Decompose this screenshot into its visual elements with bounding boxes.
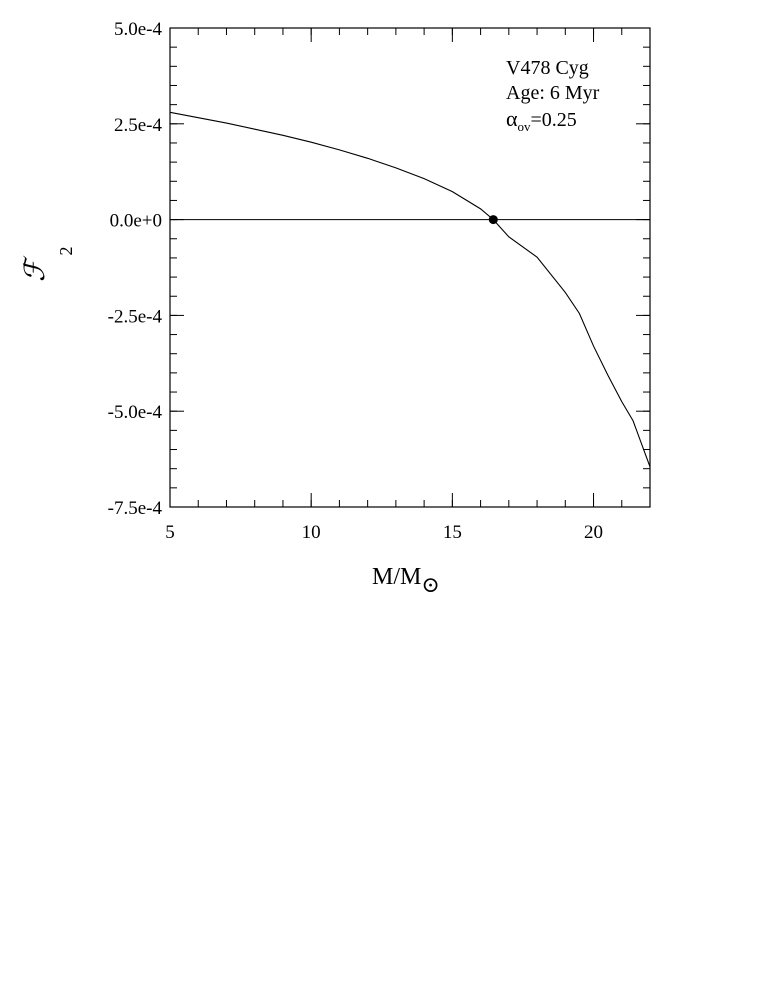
y-tick-label: 2.5e-4 — [114, 115, 163, 136]
x-tick-labels: 5 10 15 20 — [165, 522, 603, 543]
y-tick-label: -5.0e-4 — [108, 402, 163, 423]
annotation-star-name: V478 Cyg — [506, 57, 589, 79]
annotation-overshoot: αov=0.25 — [506, 106, 577, 134]
y-tick-labels: 5.0e-4 2.5e-4 0.0e+0 -2.5e-4 -5.0e-4 -7.5e-4 — [108, 19, 163, 519]
alpha-subscript: ov — [518, 119, 532, 134]
annotation-age: Age: 6 Myr — [506, 82, 600, 104]
x-axis-title: M/M⊙ — [372, 564, 440, 597]
y-tick-label: 5.0e-4 — [114, 19, 163, 40]
x-tick-label: 5 — [165, 522, 175, 543]
y-tick-label: -2.5e-4 — [108, 306, 163, 327]
sun-symbol: ⊙ — [421, 572, 439, 597]
y-tick-label: 0.0e+0 — [110, 211, 162, 232]
marked-point — [488, 215, 498, 225]
x-tick-label: 20 — [584, 522, 603, 543]
series-line — [169, 111, 651, 467]
x-tick-label: 10 — [302, 522, 321, 543]
plot-frame — [169, 27, 651, 508]
x-tick-label: 15 — [443, 522, 462, 543]
alpha-symbol: α — [506, 106, 518, 131]
y-axis-title-symbol: ℱ — [20, 255, 51, 282]
y-axis-title-subscript: 2 — [56, 247, 76, 256]
y-tick-label: -7.5e-4 — [108, 498, 163, 519]
x-axis-title-text: M/M — [372, 564, 421, 590]
alpha-value: =0.25 — [531, 109, 577, 131]
y-axis-title: ℱ 2 — [20, 247, 76, 283]
